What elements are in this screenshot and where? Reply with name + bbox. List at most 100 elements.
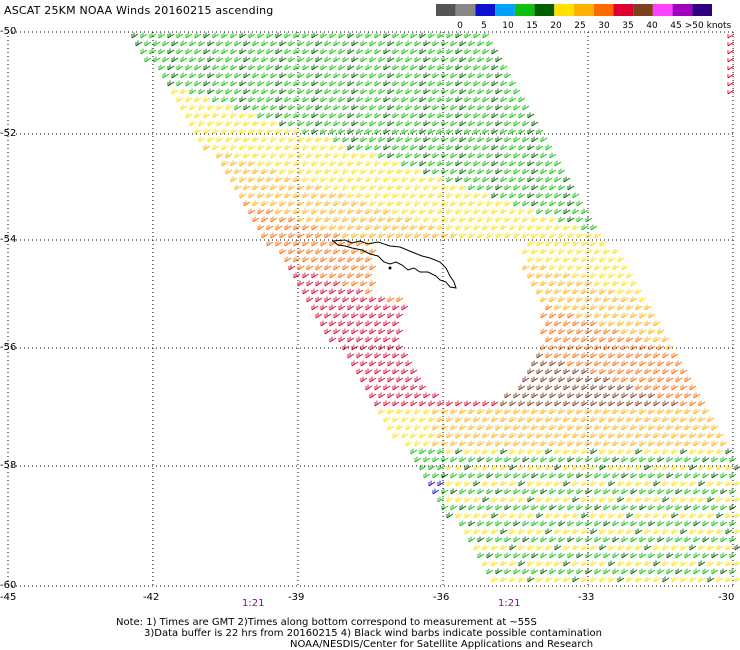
wind-barb — [225, 72, 233, 79]
wind-barb — [621, 472, 629, 479]
wind-barb — [563, 320, 571, 327]
south-georgia-coastline — [331, 239, 457, 289]
wind-barb — [437, 80, 445, 87]
wind-barb — [554, 288, 562, 295]
wind-barb — [329, 272, 337, 279]
wind-barb — [338, 224, 346, 231]
wind-barb — [315, 56, 323, 63]
wind-barb — [540, 184, 548, 191]
wind-barb — [522, 440, 530, 447]
wind-barb — [266, 32, 274, 39]
wind-barb — [279, 184, 287, 191]
wind-barb — [446, 128, 454, 135]
wind-barb — [297, 72, 305, 79]
wind-barb — [450, 424, 458, 431]
wind-barb — [531, 120, 539, 127]
wind-barb — [338, 192, 346, 199]
wind-barb — [293, 160, 301, 167]
wind-barb — [446, 64, 454, 71]
wind-barb — [311, 48, 319, 55]
wind-barb — [401, 128, 409, 135]
wind-barb — [513, 216, 521, 223]
wind-barb — [302, 80, 310, 87]
wind-barb — [266, 176, 274, 183]
wind-barb — [531, 504, 539, 511]
wind-barb — [653, 448, 661, 455]
wind-barb — [558, 296, 566, 303]
wind-barb — [527, 384, 535, 391]
wind-barb — [401, 192, 409, 199]
wind-barb — [486, 488, 494, 495]
wind-barb — [504, 552, 512, 559]
latitude-label: -58 — [0, 460, 17, 471]
wind-barb — [585, 536, 593, 543]
wind-barb — [293, 112, 301, 119]
legend-label: 40 — [646, 21, 658, 31]
wind-barb — [275, 176, 283, 183]
wind-barb — [315, 136, 323, 143]
wind-barb — [734, 560, 740, 567]
wind-barb — [576, 552, 584, 559]
wind-barb — [657, 472, 665, 479]
wind-barb — [243, 104, 251, 111]
wind-barb — [572, 432, 580, 439]
wind-barb — [491, 448, 499, 455]
wind-barb — [329, 32, 337, 39]
wind-barb — [585, 472, 593, 479]
wind-barb — [414, 232, 422, 239]
wind-barb — [284, 176, 292, 183]
wind-barb — [360, 152, 368, 159]
wind-barb — [374, 352, 382, 359]
wind-barb — [383, 64, 391, 71]
wind-barb — [464, 144, 472, 151]
wind-barb — [270, 56, 278, 63]
wind-barb — [293, 96, 301, 103]
wind-barb — [468, 104, 476, 111]
wind-barb — [441, 152, 449, 159]
wind-barb — [509, 496, 517, 503]
wind-barb — [540, 360, 548, 367]
wind-barb — [702, 488, 710, 495]
wind-barb — [675, 504, 683, 511]
wind-barb — [617, 496, 625, 503]
wind-barb — [576, 424, 584, 431]
wind-barb — [527, 512, 535, 519]
wind-barb — [248, 80, 256, 87]
legend-swatch — [436, 4, 456, 16]
wind-barb — [356, 112, 364, 119]
latitude-label: -52 — [0, 128, 17, 139]
wind-barb — [558, 264, 566, 271]
wind-barb — [392, 400, 400, 407]
wind-barb — [482, 496, 490, 503]
legend-label: 25 — [574, 21, 585, 31]
wind-barb — [545, 208, 553, 215]
wind-barb — [329, 112, 337, 119]
wind-barb — [599, 464, 607, 471]
wind-barb — [450, 72, 458, 79]
wind-barb — [563, 288, 571, 295]
wind-barb — [486, 424, 494, 431]
wind-barb — [518, 400, 526, 407]
wind-barb — [531, 424, 539, 431]
wind-barb — [455, 512, 463, 519]
wind-barb — [581, 544, 589, 551]
wind-barb — [225, 152, 233, 159]
wind-barb — [603, 456, 611, 463]
wind-barb — [324, 248, 332, 255]
wind-barb — [684, 552, 692, 559]
wind-barb — [702, 552, 710, 559]
wind-barb — [671, 496, 679, 503]
wind-barb — [450, 232, 458, 239]
wind-barb — [473, 528, 481, 535]
wind-barb — [446, 32, 454, 39]
wind-barb — [297, 88, 305, 95]
wind-barb — [563, 176, 571, 183]
wind-barb — [225, 120, 233, 127]
wind-barb — [320, 112, 328, 119]
wind-barb — [545, 512, 553, 519]
wind-barb — [522, 136, 530, 143]
wind-barb — [468, 472, 476, 479]
wind-barb — [302, 128, 310, 135]
wind-barb — [563, 240, 571, 247]
wind-barb — [315, 296, 323, 303]
